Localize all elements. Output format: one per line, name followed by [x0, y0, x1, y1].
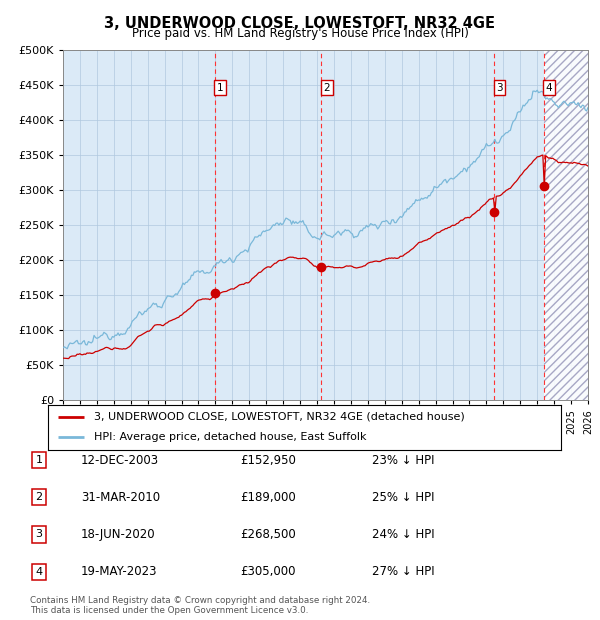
Text: 3, UNDERWOOD CLOSE, LOWESTOFT, NR32 4GE: 3, UNDERWOOD CLOSE, LOWESTOFT, NR32 4GE: [104, 16, 496, 31]
Text: 25% ↓ HPI: 25% ↓ HPI: [372, 491, 434, 503]
Text: 23% ↓ HPI: 23% ↓ HPI: [372, 454, 434, 466]
Text: £305,000: £305,000: [240, 565, 296, 578]
Text: 1: 1: [217, 83, 223, 93]
Text: 3, UNDERWOOD CLOSE, LOWESTOFT, NR32 4GE (detached house): 3, UNDERWOOD CLOSE, LOWESTOFT, NR32 4GE …: [94, 412, 465, 422]
Text: Contains HM Land Registry data © Crown copyright and database right 2024.: Contains HM Land Registry data © Crown c…: [30, 596, 370, 605]
Text: 3: 3: [496, 83, 503, 93]
Text: 1: 1: [35, 455, 43, 465]
Bar: [544, 50, 588, 400]
Text: This data is licensed under the Open Government Licence v3.0.: This data is licensed under the Open Gov…: [30, 606, 308, 615]
Text: 2: 2: [323, 83, 330, 93]
Text: 2: 2: [35, 492, 43, 502]
Text: 4: 4: [545, 83, 552, 93]
Text: £268,500: £268,500: [240, 528, 296, 541]
Text: HPI: Average price, detached house, East Suffolk: HPI: Average price, detached house, East…: [94, 432, 367, 443]
Text: 31-MAR-2010: 31-MAR-2010: [81, 491, 160, 503]
Text: 12-DEC-2003: 12-DEC-2003: [81, 454, 159, 466]
Text: 19-MAY-2023: 19-MAY-2023: [81, 565, 157, 578]
Text: 4: 4: [35, 567, 43, 577]
Text: 3: 3: [35, 529, 43, 539]
Text: Price paid vs. HM Land Registry's House Price Index (HPI): Price paid vs. HM Land Registry's House …: [131, 27, 469, 40]
Text: 27% ↓ HPI: 27% ↓ HPI: [372, 565, 434, 578]
Text: £189,000: £189,000: [240, 491, 296, 503]
Text: 18-JUN-2020: 18-JUN-2020: [81, 528, 155, 541]
Text: £152,950: £152,950: [240, 454, 296, 466]
Text: 24% ↓ HPI: 24% ↓ HPI: [372, 528, 434, 541]
